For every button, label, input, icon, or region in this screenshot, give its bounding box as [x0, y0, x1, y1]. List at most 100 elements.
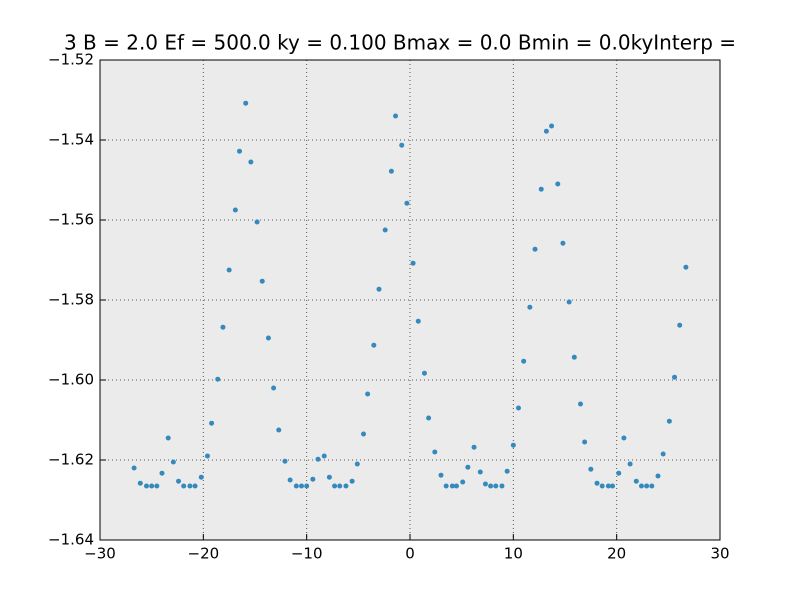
point: [644, 483, 650, 489]
point: [532, 246, 538, 252]
point: [349, 478, 355, 484]
point: [621, 435, 627, 441]
point: [499, 483, 505, 489]
point: [588, 466, 594, 472]
point: [404, 200, 410, 206]
point: [181, 483, 187, 489]
point: [549, 123, 555, 129]
point: [566, 299, 572, 305]
y-tick-label: −1.60: [48, 371, 94, 389]
point: [538, 186, 544, 192]
point: [276, 427, 282, 433]
point: [326, 474, 332, 480]
point: [410, 260, 416, 266]
point: [287, 477, 293, 483]
y-tick-label: −1.58: [48, 291, 94, 309]
point: [443, 483, 449, 489]
y-tick-label: −1.52: [48, 51, 94, 69]
point: [527, 304, 533, 310]
point: [310, 476, 316, 482]
point: [337, 483, 343, 489]
point: [488, 483, 494, 489]
point: [599, 483, 605, 489]
x-tick-label: 20: [607, 545, 626, 563]
point: [149, 483, 155, 489]
point: [204, 453, 210, 459]
point: [304, 483, 310, 489]
point: [555, 181, 561, 187]
point: [232, 207, 238, 213]
point: [504, 468, 510, 474]
plot-frame: [99, 59, 721, 541]
point: [321, 453, 327, 459]
chart-title: 3 B = 2.0 Ef = 500.0 ky = 0.100 Bmax = 0…: [64, 31, 736, 55]
point: [361, 431, 366, 437]
y-tick-label: −1.56: [48, 211, 94, 229]
point: [482, 481, 488, 487]
point: [560, 240, 566, 246]
point: [660, 451, 666, 457]
y-tick-label: −1.62: [48, 451, 94, 469]
point: [254, 219, 260, 225]
x-tick-label: −10: [291, 545, 323, 563]
point: [683, 264, 689, 270]
point: [376, 286, 382, 292]
x-tick-label: −30: [84, 545, 116, 563]
x-tick-label: −20: [188, 545, 220, 563]
point: [144, 483, 149, 489]
point: [371, 342, 377, 348]
point: [578, 401, 583, 407]
point: [521, 358, 527, 364]
point: [421, 370, 427, 376]
x-tick-label: 30: [710, 545, 729, 563]
point: [215, 376, 221, 382]
point: [638, 483, 644, 489]
point: [571, 354, 577, 360]
point: [137, 480, 143, 486]
point: [209, 420, 215, 426]
point: [248, 159, 254, 165]
x-tick-label: 10: [504, 545, 523, 563]
point: [493, 483, 499, 489]
point: [649, 483, 655, 489]
point: [265, 335, 271, 341]
point: [633, 478, 639, 484]
point: [154, 483, 160, 489]
point: [393, 113, 399, 119]
point: [354, 461, 360, 467]
point: [454, 483, 459, 489]
point: [176, 478, 182, 484]
y-tick-label: −1.64: [48, 531, 94, 549]
point: [170, 459, 176, 465]
point: [465, 464, 471, 470]
point: [672, 374, 678, 380]
point: [343, 483, 349, 489]
y-tick-label: −1.54: [48, 131, 94, 149]
point: [666, 418, 672, 424]
point: [449, 483, 455, 489]
point: [382, 227, 388, 233]
point: [471, 444, 477, 450]
point: [510, 442, 516, 448]
point: [198, 474, 204, 480]
point: [677, 322, 683, 328]
point: [610, 483, 616, 489]
point: [299, 483, 304, 489]
point: [627, 461, 633, 467]
point: [131, 465, 137, 471]
point: [605, 483, 611, 489]
point: [165, 435, 171, 441]
point: [192, 483, 198, 489]
point: [365, 391, 371, 397]
point: [655, 473, 661, 479]
point: [159, 470, 165, 476]
point: [187, 483, 193, 489]
point: [282, 458, 288, 464]
point: [582, 439, 588, 445]
point: [388, 168, 394, 174]
point: [315, 456, 321, 462]
point: [432, 449, 438, 455]
point: [516, 405, 521, 411]
point: [438, 472, 444, 478]
